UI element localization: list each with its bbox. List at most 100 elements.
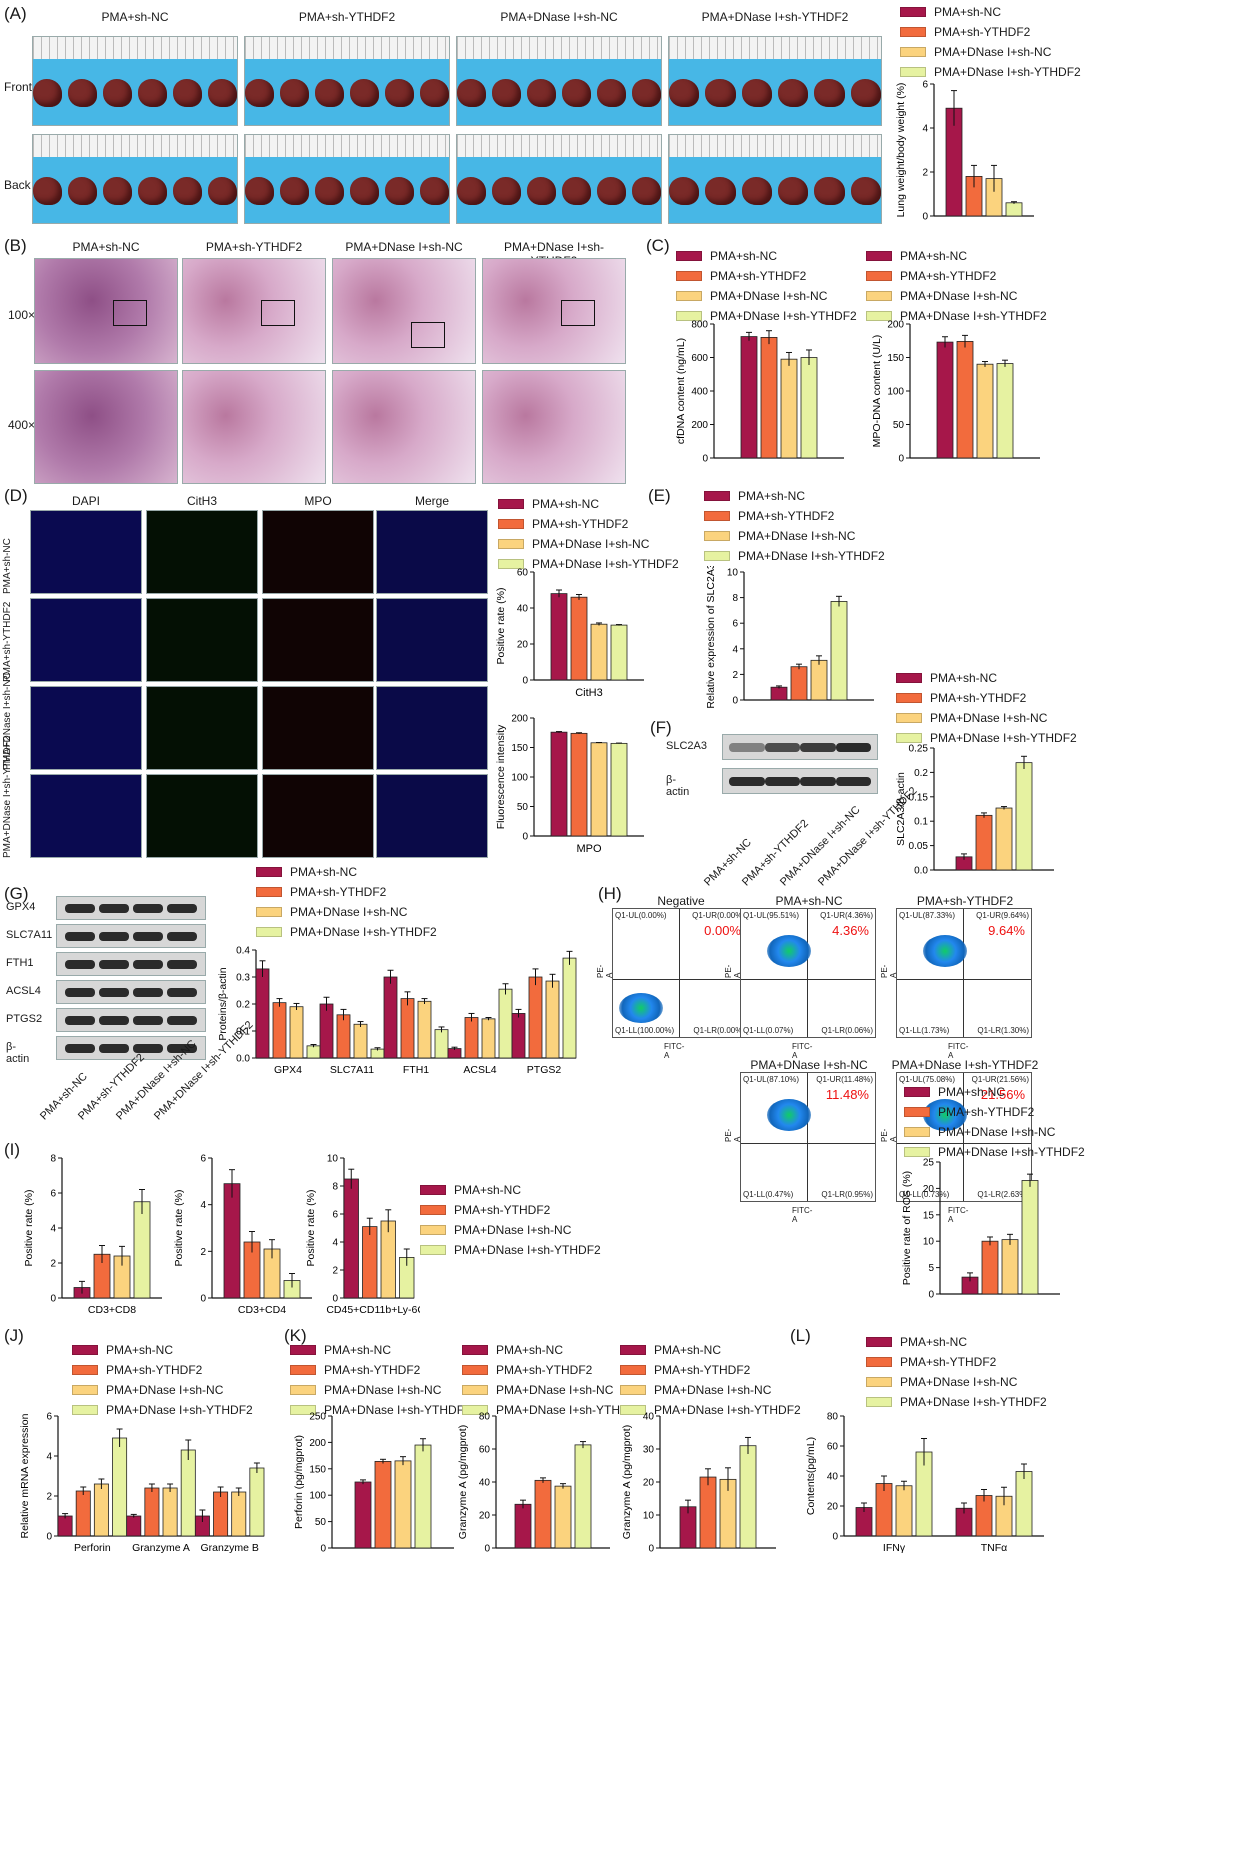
legend-l: PMA+sh-NC PMA+sh-YTHDF2 PMA+DNase I+sh-NC P… [866, 1332, 1047, 1412]
ruler [457, 135, 661, 157]
lane-label: PMA+sh-YTHDF2 [76, 1051, 147, 1123]
flow-population [923, 1099, 967, 1131]
legend-g: PMA+sh-NC PMA+sh-YTHDF2 PMA+DNase I+sh-NC P… [256, 862, 437, 942]
y-tick-label: 0 [832, 1532, 838, 1543]
legend-swatch [420, 1225, 446, 1235]
if-image [376, 598, 488, 682]
quadrant-label: Q1-UR(11.48%) [816, 1075, 873, 1084]
if-row-label: PMA+DNase I+sh-YTHDF2 [2, 735, 13, 858]
y-axis-label: Relative expression of SLC2A3 [705, 566, 717, 709]
bar [380, 1220, 396, 1299]
channel-title: CitH3 [186, 494, 217, 508]
bar [550, 731, 568, 837]
quadrant-percent: 9.64% [988, 923, 1025, 938]
legend-item: PMA+DNase I+sh-YTHDF2 [72, 1400, 253, 1420]
lung-specimen [68, 79, 97, 107]
legend-label: PMA+sh-NC [938, 1085, 1006, 1099]
legend-label: PMA+DNase I+sh-NC [710, 289, 828, 303]
legend-swatch [866, 1357, 892, 1367]
quadrant-label: Q1-LR(1.30%) [977, 1026, 1029, 1035]
legend-swatch [896, 673, 922, 683]
y-tick-label: 0.1 [236, 1027, 250, 1038]
flow-y-axis-label: PE-A [596, 964, 614, 978]
bar [810, 659, 828, 701]
legend-item: PMA+sh-YTHDF2 [290, 1360, 471, 1380]
if-image [146, 598, 258, 682]
row-label-100x: 100× [8, 308, 36, 322]
legend-label: PMA+sh-NC [900, 1335, 968, 1349]
bar [610, 624, 628, 681]
specimen-photo [456, 134, 662, 224]
legend-swatch [900, 47, 926, 57]
quadrant-line [613, 979, 747, 980]
band-label: SLC7A11 [6, 929, 53, 941]
y-tick-label: 200 [511, 714, 528, 725]
legend-swatch [904, 1127, 930, 1137]
category-label: FTH1 [403, 1064, 429, 1076]
legend-item: PMA+DNase I+sh-YTHDF2 [462, 1400, 643, 1420]
histology-100x [34, 258, 178, 364]
y-tick-label: 0 [898, 454, 904, 465]
lung-specimen [492, 79, 521, 107]
specimen-row [669, 171, 881, 211]
legend-h: PMA+sh-NC PMA+sh-YTHDF2 PMA+DNase I+sh-NC P… [904, 1082, 1085, 1162]
legend-label: PMA+sh-YTHDF2 [938, 1105, 1035, 1119]
legend-item: PMA+DNase I+sh-NC [256, 902, 437, 922]
zoom-box [261, 300, 296, 326]
legend-swatch [498, 499, 524, 509]
legend-item: PMA+sh-YTHDF2 [462, 1360, 643, 1380]
y-tick-label: 6 [46, 1412, 52, 1423]
flow-x-axis-label: FITC-A [948, 1042, 969, 1060]
bar [481, 1018, 496, 1059]
lung-specimen [492, 177, 521, 205]
y-axis-label: Relative mRNA expression [19, 1413, 31, 1538]
chart-c-cfdna: 0 200 400 600 800 cfDNA content (ng/mL) [675, 320, 844, 465]
flow-title: PMA+sh-YTHDF2 [916, 894, 1014, 908]
legend-swatch [72, 1405, 98, 1415]
bar [362, 1226, 378, 1299]
blot-band [99, 1043, 129, 1053]
bar [144, 1487, 160, 1537]
specimen-row [33, 73, 237, 113]
legend-swatch [904, 1087, 930, 1097]
chart-k-granzyme-a: 0 20 40 60 80 Granzyme A (pg/mgprot) [457, 1412, 610, 1555]
blot-band [133, 1043, 163, 1053]
y-axis-label: Perforin (pg/mgprot) [293, 1435, 305, 1529]
bar [306, 1045, 321, 1059]
blot-band [800, 742, 836, 752]
flow-title: Negative [657, 894, 705, 908]
chart-c-mpo-dna: 0 50 100 150 200 MPO-DNA content (U/L) [871, 320, 1040, 465]
y-tick-label: 15 [923, 1210, 935, 1221]
y-tick-label: 600 [691, 353, 708, 364]
category-label: PTGS2 [527, 1064, 562, 1076]
lung-specimen [350, 177, 379, 205]
legend-swatch [704, 511, 730, 521]
legend-item: PMA+DNase I+sh-NC [866, 286, 1047, 306]
lung-specimen [669, 79, 700, 107]
y-tick-label: 250 [309, 1412, 326, 1423]
specimen-photo [244, 134, 450, 224]
legend-item: PMA+sh-NC [462, 1340, 643, 1360]
y-tick-label: 800 [691, 320, 708, 331]
legend-label: PMA+sh-NC [532, 497, 600, 511]
legend-item: PMA+sh-YTHDF2 [866, 1352, 1047, 1372]
lung-specimen [208, 177, 237, 205]
specimen-row [457, 171, 661, 211]
legend-swatch [498, 559, 524, 569]
quadrant-line [807, 909, 808, 1037]
y-tick-label: 100 [309, 1491, 326, 1502]
blot-band [65, 903, 95, 913]
y-tick-label: 0 [332, 1294, 338, 1305]
bar [223, 1183, 241, 1299]
legend-label: PMA+DNase I+sh-NC [738, 529, 856, 543]
bar [610, 742, 628, 837]
legend-swatch [256, 927, 282, 937]
category-label: CD3+CD8 [88, 1304, 136, 1316]
legend-swatch [72, 1345, 98, 1355]
y-tick-label: 0 [320, 1544, 326, 1555]
legend-label: PMA+DNase I+sh-YTHDF2 [532, 557, 679, 571]
bar [1015, 1471, 1033, 1537]
category-label: Granzyme B [200, 1542, 258, 1554]
if-image [30, 598, 142, 682]
legend-label: PMA+DNase I+sh-YTHDF2 [106, 1403, 253, 1417]
